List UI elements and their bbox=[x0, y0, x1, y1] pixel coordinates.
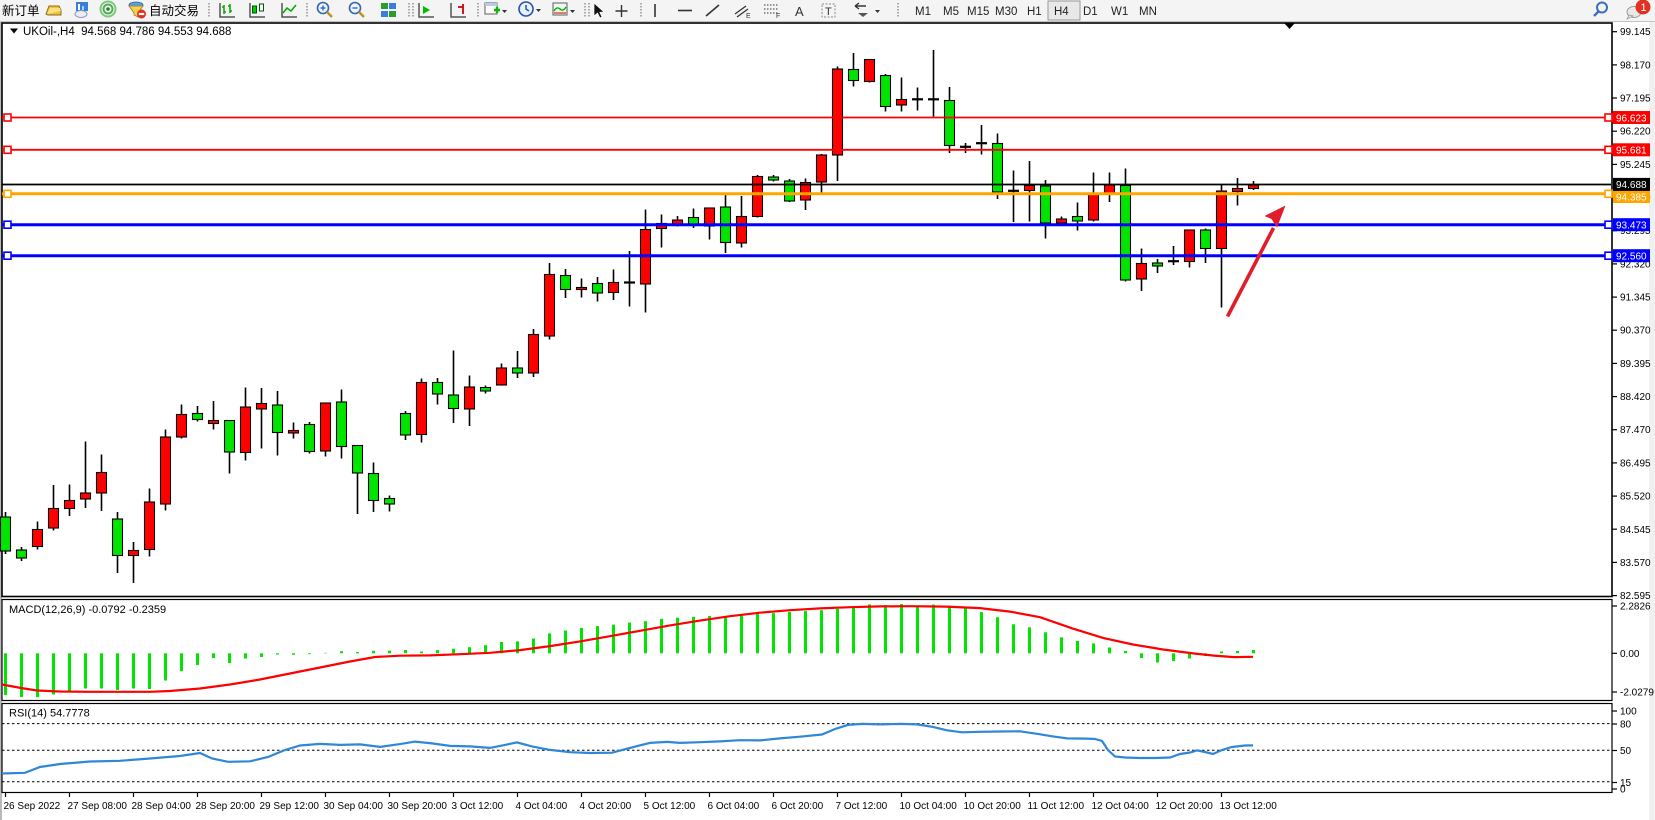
svg-text:M15: M15 bbox=[967, 6, 989, 18]
svg-text:M1: M1 bbox=[915, 6, 931, 18]
svg-text:86.495: 86.495 bbox=[1620, 458, 1651, 469]
svg-text:6 Oct 04:00: 6 Oct 04:00 bbox=[708, 801, 760, 812]
svg-text:30 Sep 04:00: 30 Sep 04:00 bbox=[324, 801, 384, 812]
svg-text:W1: W1 bbox=[1111, 6, 1128, 18]
svg-text:0.00: 0.00 bbox=[1620, 649, 1640, 660]
svg-text:84.545: 84.545 bbox=[1620, 525, 1651, 536]
svg-text:89.395: 89.395 bbox=[1620, 359, 1651, 370]
svg-text:87.470: 87.470 bbox=[1620, 425, 1651, 436]
svg-text:4 Oct 04:00: 4 Oct 04:00 bbox=[516, 801, 568, 812]
svg-text:85.520: 85.520 bbox=[1620, 492, 1651, 503]
svg-text:50: 50 bbox=[1620, 746, 1632, 757]
svg-text:1: 1 bbox=[1641, 2, 1647, 14]
svg-text:RSI(14) 54.7778: RSI(14) 54.7778 bbox=[9, 708, 90, 720]
svg-text:MN: MN bbox=[1139, 6, 1157, 18]
svg-text:2.2826: 2.2826 bbox=[1620, 602, 1651, 613]
svg-text:97.195: 97.195 bbox=[1620, 94, 1651, 105]
svg-text:13 Oct 12:00: 13 Oct 12:00 bbox=[1220, 801, 1278, 812]
svg-text:4 Oct 20:00: 4 Oct 20:00 bbox=[580, 801, 632, 812]
svg-text:99.145: 99.145 bbox=[1620, 27, 1651, 38]
svg-text:95.681: 95.681 bbox=[1616, 146, 1647, 157]
svg-text:H1: H1 bbox=[1027, 6, 1042, 18]
svg-text:96.220: 96.220 bbox=[1620, 127, 1651, 138]
svg-text:M30: M30 bbox=[995, 6, 1017, 18]
svg-text:96.623: 96.623 bbox=[1616, 113, 1647, 124]
svg-text:10 Oct 04:00: 10 Oct 04:00 bbox=[900, 801, 958, 812]
svg-text:D1: D1 bbox=[1083, 6, 1098, 18]
svg-text:93.295: 93.295 bbox=[1620, 226, 1651, 237]
svg-text:88.420: 88.420 bbox=[1620, 392, 1651, 403]
svg-text:80: 80 bbox=[1620, 720, 1632, 731]
svg-text:92.560: 92.560 bbox=[1616, 252, 1647, 263]
svg-text:12 Oct 04:00: 12 Oct 04:00 bbox=[1092, 801, 1150, 812]
svg-text:83.570: 83.570 bbox=[1620, 558, 1651, 569]
svg-text:15: 15 bbox=[1620, 778, 1632, 789]
svg-text:100: 100 bbox=[1620, 707, 1637, 718]
svg-text:E: E bbox=[746, 13, 751, 20]
svg-text:12 Oct 20:00: 12 Oct 20:00 bbox=[1156, 801, 1214, 812]
svg-text:0: 0 bbox=[1620, 785, 1626, 796]
svg-text:29 Sep 12:00: 29 Sep 12:00 bbox=[260, 801, 320, 812]
svg-text:26 Sep 2022: 26 Sep 2022 bbox=[4, 801, 61, 812]
svg-text:30 Sep 20:00: 30 Sep 20:00 bbox=[388, 801, 448, 812]
svg-text:90.370: 90.370 bbox=[1620, 326, 1651, 337]
svg-text:MACD(12,26,9) -0.0792 -0.2359: MACD(12,26,9) -0.0792 -0.2359 bbox=[9, 604, 166, 616]
svg-text:11 Oct 12:00: 11 Oct 12:00 bbox=[1028, 801, 1085, 812]
svg-text:自动交易: 自动交易 bbox=[149, 3, 199, 18]
svg-text:93.473: 93.473 bbox=[1616, 221, 1647, 232]
svg-text:F: F bbox=[776, 13, 780, 20]
svg-text:-2.0279: -2.0279 bbox=[1620, 688, 1654, 699]
svg-text:5 Oct 12:00: 5 Oct 12:00 bbox=[644, 801, 696, 812]
svg-text:10 Oct 20:00: 10 Oct 20:00 bbox=[964, 801, 1022, 812]
svg-text:28 Sep 04:00: 28 Sep 04:00 bbox=[132, 801, 192, 812]
svg-text:T: T bbox=[825, 6, 832, 18]
svg-text:6 Oct 20:00: 6 Oct 20:00 bbox=[772, 801, 824, 812]
svg-text:M5: M5 bbox=[943, 6, 959, 18]
svg-text:92.320: 92.320 bbox=[1620, 259, 1651, 270]
svg-text:27 Sep 08:00: 27 Sep 08:00 bbox=[68, 801, 128, 812]
svg-text:28 Sep 20:00: 28 Sep 20:00 bbox=[196, 801, 256, 812]
svg-text:82.595: 82.595 bbox=[1620, 591, 1651, 602]
svg-text:95.245: 95.245 bbox=[1620, 160, 1651, 171]
svg-text:UKOil-,H4 94.568 94.786 94.55: UKOil-,H4 94.568 94.786 94.553 94.688 bbox=[23, 26, 231, 38]
svg-text:A: A bbox=[795, 4, 804, 19]
svg-text:94.385: 94.385 bbox=[1616, 192, 1647, 203]
svg-text:H4: H4 bbox=[1054, 6, 1069, 18]
svg-text:98.170: 98.170 bbox=[1620, 60, 1651, 71]
svg-text:94.688: 94.688 bbox=[1616, 180, 1647, 191]
svg-text:新订单: 新订单 bbox=[2, 3, 40, 18]
svg-text:7 Oct 12:00: 7 Oct 12:00 bbox=[836, 801, 888, 812]
svg-text:3 Oct 12:00: 3 Oct 12:00 bbox=[452, 801, 504, 812]
svg-text:91.345: 91.345 bbox=[1620, 293, 1651, 304]
